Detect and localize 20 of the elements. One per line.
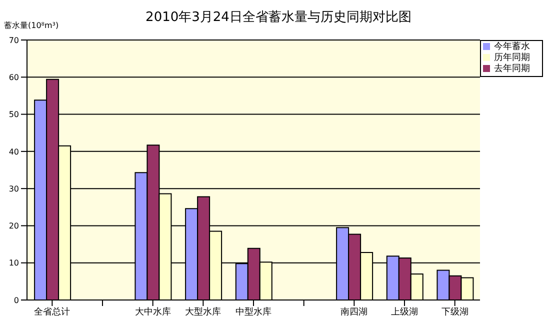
y-tick-label: 60 [8, 72, 19, 82]
y-tick-label: 50 [8, 110, 19, 120]
chart-title: 2010年3月24日全省蓄水量与历史同期对比图 [146, 10, 412, 25]
x-tick-label: 大中水库 [134, 306, 171, 318]
x-tick-label: 大型水库 [185, 306, 222, 318]
x-tick-label: 南四湖 [340, 306, 368, 318]
legend-label: 今年蓄水 [494, 42, 530, 52]
y-tick-label: 30 [8, 184, 19, 194]
x-tick-label: 全省总计 [34, 306, 70, 318]
x-tick-label: 中型水库 [236, 306, 272, 318]
y-tick-label: 40 [8, 147, 19, 156]
y-axis-title: 蓄水量(10⁸m³) [4, 20, 59, 31]
x-tick-label: 上级湖 [391, 306, 418, 318]
y-tick-label: 10 [8, 258, 19, 268]
y-tick-label: 20 [8, 222, 19, 231]
y-tick-label: 70 [8, 36, 19, 45]
y-tick-label: 0 [14, 296, 19, 305]
legend-label: 去年同期 [494, 64, 530, 74]
legend-label: 历年同期 [494, 53, 530, 63]
x-tick-label: 下级湖 [441, 306, 468, 318]
